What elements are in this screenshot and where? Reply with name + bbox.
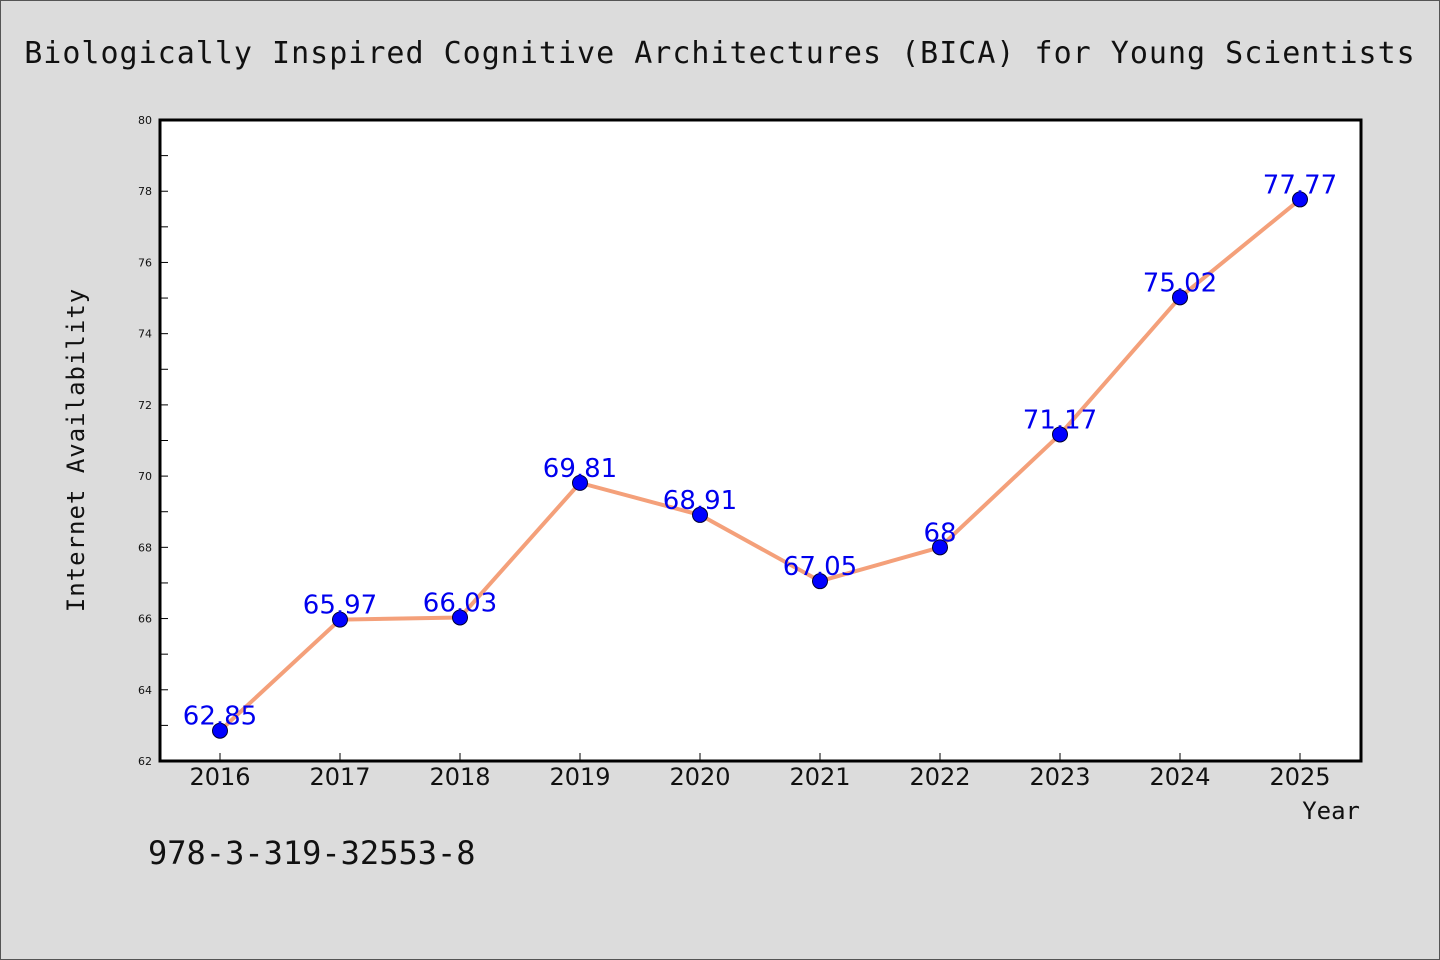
y-tick-label: 78	[138, 185, 152, 198]
data-point	[332, 611, 348, 628]
data-point	[1172, 289, 1188, 306]
data-label: 67.05	[783, 552, 857, 582]
data-label: 66.03	[423, 588, 497, 618]
data-labels: 62.85 65.97 66.03 69.81 68.91 67.05 68 71.17 75.…	[183, 170, 1337, 731]
data-markers	[212, 191, 1308, 739]
y-tick-label: 70	[138, 470, 152, 483]
x-tick-label: 2019	[549, 763, 610, 791]
data-point	[212, 722, 228, 739]
data-label: 71.17	[1023, 405, 1097, 435]
y-tick-label: 72	[138, 399, 152, 412]
y-tick-label: 80	[138, 114, 152, 127]
data-label: 68.91	[663, 486, 737, 516]
data-point	[452, 609, 468, 626]
y-tick-label: 62	[138, 755, 152, 768]
data-label: 69.81	[543, 454, 617, 484]
data-point	[1292, 191, 1308, 208]
data-point	[1052, 426, 1068, 443]
data-point	[572, 474, 588, 491]
data-label: 77.77	[1263, 170, 1337, 200]
y-tick-label: 74	[138, 328, 152, 341]
plot-area	[160, 120, 1361, 761]
y-tick-label: 76	[138, 256, 152, 269]
y-tick-label: 68	[138, 541, 152, 554]
isbn-text: 978-3-319-32553-8	[148, 834, 476, 872]
data-label: 62.85	[183, 702, 257, 732]
x-axis-ticks: 2016 2017 2018 2019 2020 2021 2022 2023 2024 2025	[189, 753, 1331, 791]
plot-border	[158, 118, 1363, 763]
x-tick-label: 2021	[789, 763, 850, 791]
x-tick-label: 2017	[309, 763, 370, 791]
data-label: 68	[923, 518, 956, 548]
y-tick-label: 66	[138, 613, 152, 626]
x-tick-label: 2024	[1149, 763, 1210, 791]
data-label: 65.97	[303, 591, 377, 621]
x-tick-label: 2025	[1269, 763, 1330, 791]
x-tick-label: 2018	[429, 763, 490, 791]
y-tick-label: 64	[138, 684, 152, 697]
x-tick-label: 2016	[189, 763, 250, 791]
x-tick-label: 2023	[1029, 763, 1090, 791]
data-point	[692, 506, 708, 523]
x-tick-label: 2022	[909, 763, 970, 791]
data-point	[932, 539, 948, 556]
chart-title: Biologically Inspired Cognitive Architec…	[24, 36, 1416, 71]
data-point	[812, 573, 828, 590]
x-axis-label: Year	[1302, 797, 1360, 825]
data-label: 75.02	[1143, 268, 1217, 298]
series-line	[218, 197, 1302, 733]
x-tick-label: 2020	[669, 763, 730, 791]
